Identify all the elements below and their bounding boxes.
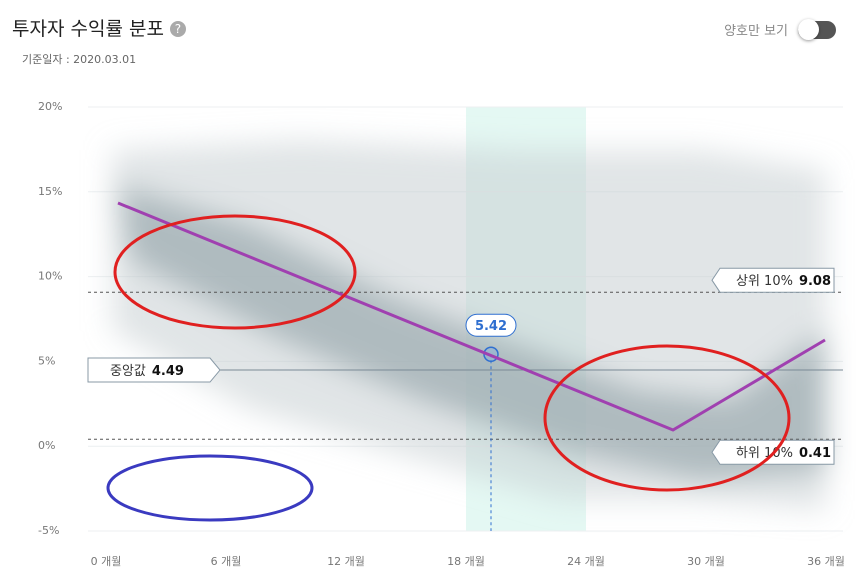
x-tick-label: 24 개월 [567, 555, 605, 568]
toggle[interactable]: 양호만 보기 [724, 18, 836, 40]
reference-label: 중앙값 4.49 [110, 364, 184, 379]
reference-name: 상위 10% [736, 274, 793, 289]
reference-value: 0.41 [799, 446, 831, 461]
reference-name: 중앙값 [110, 364, 146, 379]
y-tick-label: 10% [38, 270, 62, 283]
x-tick-label: 6 개월 [211, 555, 242, 568]
reference-label-box [87, 357, 221, 383]
reference-name: 하위 10% [736, 446, 793, 461]
tooltip-value: 5.42 [475, 319, 507, 334]
x-tick-label: 0 개월 [91, 555, 122, 568]
annotation-line [117, 201, 826, 432]
y-tick-label: 15% [38, 185, 62, 198]
reference-value: 9.08 [799, 274, 831, 289]
tooltip-box [465, 313, 517, 337]
x-tick-label: 18 개월 [447, 555, 485, 568]
x-tick-label: 12 개월 [327, 555, 365, 568]
y-tick-label: -5% [38, 524, 59, 537]
y-tick-label: 20% [38, 100, 62, 113]
x-tick-label: 30 개월 [687, 555, 725, 568]
reference-label-box [711, 267, 835, 293]
y-tick-label: 5% [38, 354, 55, 367]
x-tick-label: 36 개월 [807, 555, 845, 568]
help-icon[interactable]: ? [169, 21, 186, 37]
date-label: 기준일자 : 2020.03.01 [22, 53, 137, 66]
title: 투자자 수익률 분포? [12, 14, 186, 41]
toggle-knob [798, 18, 819, 40]
title-text: 투자자 수익률 분포 [12, 18, 164, 40]
reference-label: 하위 10% 0.41 [736, 446, 831, 461]
toggle-label: 양호만 보기 [724, 24, 788, 39]
y-tick-label: 0% [38, 439, 55, 452]
annotation-ellipse [113, 214, 357, 330]
annotation-ellipse [543, 344, 791, 492]
toggle-switch[interactable] [798, 18, 836, 40]
reference-value: 4.49 [152, 364, 184, 379]
annotation-ellipse [106, 454, 314, 522]
reference-label: 상위 10% 9.08 [736, 274, 831, 289]
